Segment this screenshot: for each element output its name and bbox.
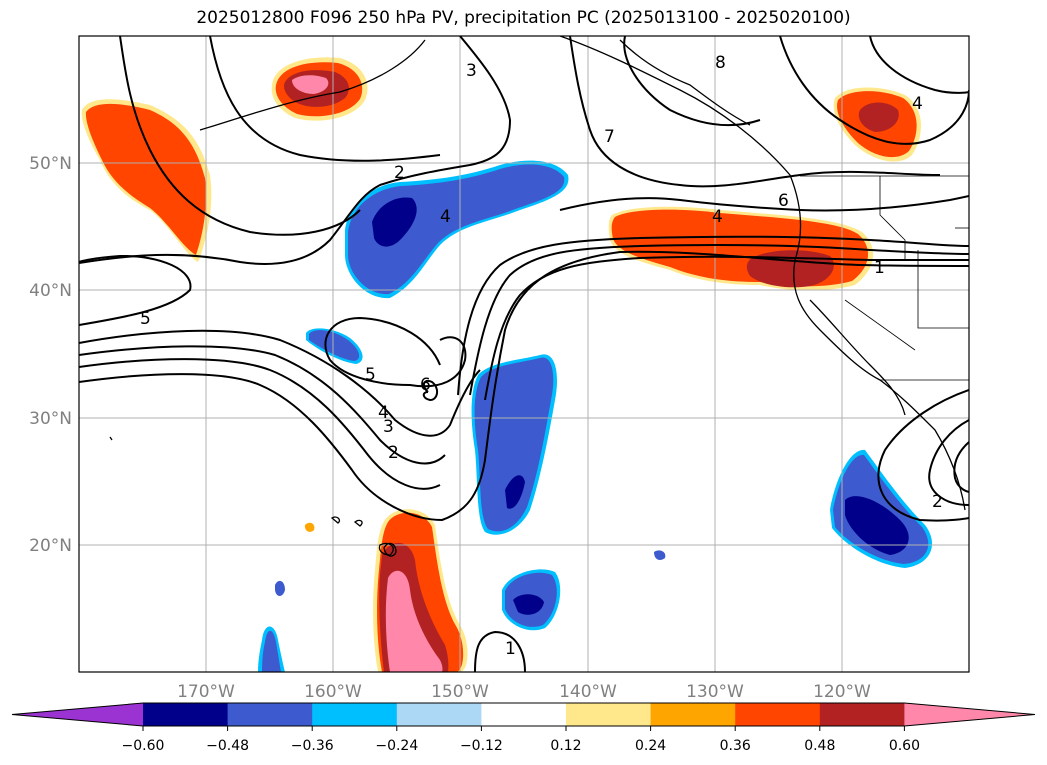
- colorbar-extend-min: [12, 703, 143, 726]
- lat-label-50: 50°N: [29, 154, 72, 174]
- colorbar-segment: [819, 703, 905, 726]
- hawaii-island: [383, 542, 397, 557]
- page-title: 2025012800 F096 250 hPa PV, precipitatio…: [196, 8, 851, 28]
- pv-label: 4: [378, 403, 389, 423]
- colorbar-segment: [735, 703, 821, 726]
- colorbar-tick-label: −0.12: [460, 738, 503, 754]
- colorbar-tick-label: 0.12: [550, 738, 581, 754]
- colorbar-segment: [481, 703, 567, 726]
- pv-label: 5: [365, 365, 376, 385]
- pv-label: 2: [394, 163, 405, 183]
- pv-label: 5: [140, 309, 151, 329]
- lon-label-150w: 150°W: [431, 682, 489, 702]
- pv-label: 1: [505, 639, 516, 659]
- colorbar-tick-label: 0.24: [635, 738, 666, 754]
- lon-label-120w: 120°W: [813, 682, 871, 702]
- pv-label: 8: [715, 53, 726, 73]
- pv-label: 6: [420, 375, 431, 395]
- lon-label-160w: 160°W: [304, 682, 362, 702]
- colorbar-tick-label: 0.60: [889, 738, 920, 754]
- colorbar-segment: [396, 703, 482, 726]
- pv-label: 6: [778, 191, 789, 211]
- pv-contour-labels: 2 3 4 5 6 7 8 2 4 4 5 6 1 2 3 4 1: [140, 53, 943, 659]
- colorbar-segment: [650, 703, 736, 726]
- pv-contours: [79, 36, 969, 672]
- pv-label: 1: [874, 258, 885, 278]
- pv-label: 3: [383, 417, 394, 437]
- lon-label-170w: 170°W: [177, 682, 235, 702]
- pv-label: 2: [932, 492, 943, 512]
- colorbar-tick-label: −0.24: [375, 738, 418, 754]
- lat-label-30: 30°N: [29, 409, 72, 429]
- map-frame: [78, 35, 970, 673]
- colorbar-extend-max: [904, 703, 1035, 726]
- latitude-labels: 50°N 40°N 30°N 20°N: [29, 154, 72, 556]
- pv-label: 4: [912, 94, 923, 114]
- lon-label-140w: 140°W: [559, 682, 617, 702]
- colorbar-segment: [143, 703, 229, 726]
- pv-label: 2: [388, 443, 399, 463]
- map-area: [79, 36, 969, 672]
- colorbar-segment: [566, 703, 652, 726]
- pv-label: 4: [440, 207, 451, 227]
- coastlines: [109, 36, 966, 556]
- colorbar-tick-label: −0.48: [206, 738, 249, 754]
- pv-label: 4: [712, 207, 723, 227]
- colorbar: −0.60 −0.48 −0.36 −0.24 −0.12 0.12 0.24 0.36 0.4…: [11, 702, 1036, 754]
- lat-label-20: 20°N: [29, 536, 72, 556]
- colorbar-tick-label: 0.36: [720, 738, 751, 754]
- borders: [800, 175, 969, 381]
- colorbar-tick-label: −0.36: [291, 738, 334, 754]
- lon-label-130w: 130°W: [686, 682, 744, 702]
- colorbar-tick-label: −0.60: [122, 738, 165, 754]
- pv-label: 3: [466, 61, 477, 81]
- colorbar-segment: [312, 703, 398, 726]
- lat-label-40: 40°N: [29, 281, 72, 301]
- pv-label: 7: [604, 127, 615, 147]
- colorbar-tick-label: 0.48: [804, 738, 835, 754]
- longitude-labels: 170°W 160°W 150°W 140°W 130°W 120°W: [177, 682, 871, 702]
- colorbar-segment: [227, 703, 313, 726]
- grid-lines: [79, 36, 969, 672]
